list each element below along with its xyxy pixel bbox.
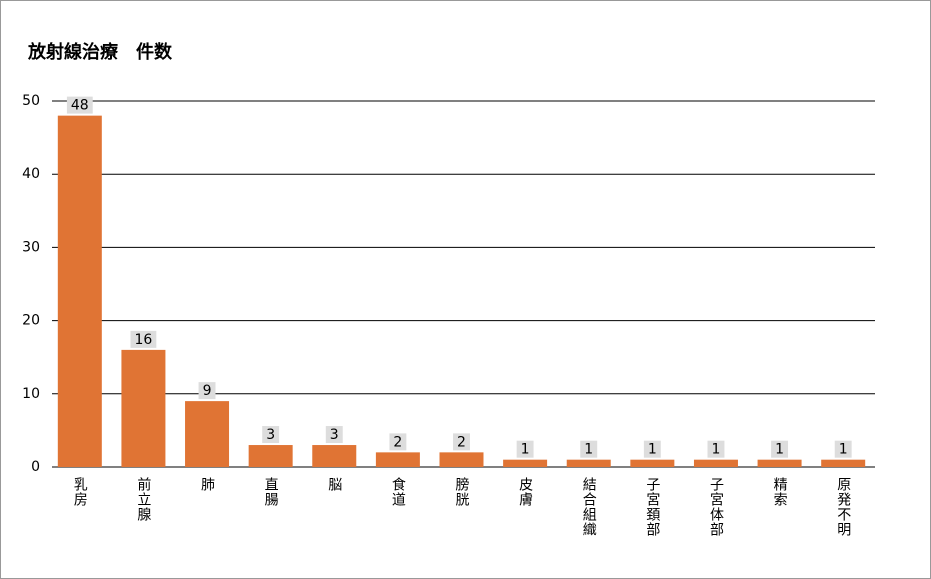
y-tick-label: 20 bbox=[22, 313, 40, 329]
value-label: 1 bbox=[712, 442, 721, 458]
x-tick-label: 肺 bbox=[199, 477, 215, 492]
bar bbox=[248, 445, 293, 467]
value-label: 2 bbox=[393, 434, 402, 450]
bar bbox=[439, 452, 484, 467]
bar bbox=[693, 459, 738, 467]
value-label-bg bbox=[198, 382, 216, 400]
value-label-bg bbox=[453, 433, 470, 451]
value-label-bg bbox=[130, 330, 157, 348]
value-label: 16 bbox=[135, 332, 153, 348]
x-tick-label: 原発不明 bbox=[835, 477, 851, 537]
y-tick-label: 0 bbox=[31, 459, 40, 475]
value-label-bg bbox=[66, 96, 93, 114]
value-label: 1 bbox=[521, 442, 530, 458]
x-tick-label: 結合組織 bbox=[581, 477, 597, 537]
value-label: 1 bbox=[775, 442, 784, 458]
value-label: 3 bbox=[330, 427, 339, 443]
value-label: 1 bbox=[584, 442, 593, 458]
value-label: 3 bbox=[266, 427, 275, 443]
y-tick-label: 30 bbox=[22, 239, 40, 255]
value-label: 1 bbox=[648, 442, 657, 458]
y-tick-label: 10 bbox=[22, 386, 40, 402]
value-label-bg bbox=[771, 440, 789, 458]
bar bbox=[312, 445, 357, 467]
y-tick-label: 50 bbox=[22, 93, 40, 109]
value-label-bg bbox=[707, 440, 725, 458]
x-tick-label: 前立腺 bbox=[135, 476, 151, 522]
bar bbox=[630, 459, 675, 467]
bar bbox=[375, 452, 420, 467]
value-label-bg bbox=[325, 426, 343, 444]
value-label-bg bbox=[580, 440, 598, 458]
value-label: 48 bbox=[71, 98, 89, 114]
x-tick-label: 膀胱 bbox=[454, 476, 470, 507]
x-tick-label: 子宮体部 bbox=[708, 477, 724, 537]
x-tick-label: 皮膚 bbox=[517, 477, 533, 507]
value-label-bg bbox=[389, 433, 407, 451]
value-label: 1 bbox=[839, 442, 848, 458]
x-tick-label: 精索 bbox=[772, 477, 788, 507]
bar bbox=[566, 459, 611, 467]
x-tick-label: 直腸 bbox=[263, 476, 279, 507]
value-label-bg bbox=[834, 440, 852, 458]
value-label: 2 bbox=[457, 434, 466, 450]
bar bbox=[185, 401, 230, 467]
bar bbox=[821, 459, 866, 467]
x-tick-label: 脳 bbox=[326, 477, 342, 492]
x-tick-label: 食道 bbox=[390, 476, 406, 507]
bar bbox=[757, 459, 802, 467]
x-tick-label: 子宮頚部 bbox=[644, 477, 660, 537]
value-label-bg bbox=[516, 440, 534, 458]
chart-title: 放射線治療 件数 bbox=[27, 41, 173, 63]
value-label: 9 bbox=[203, 383, 212, 399]
value-label-bg bbox=[643, 440, 661, 458]
bar bbox=[121, 349, 166, 467]
bar bbox=[503, 459, 548, 467]
y-tick-label: 40 bbox=[22, 166, 40, 182]
bar bbox=[57, 115, 102, 467]
x-tick-label: 乳房 bbox=[72, 477, 88, 507]
value-label-bg bbox=[262, 426, 280, 444]
